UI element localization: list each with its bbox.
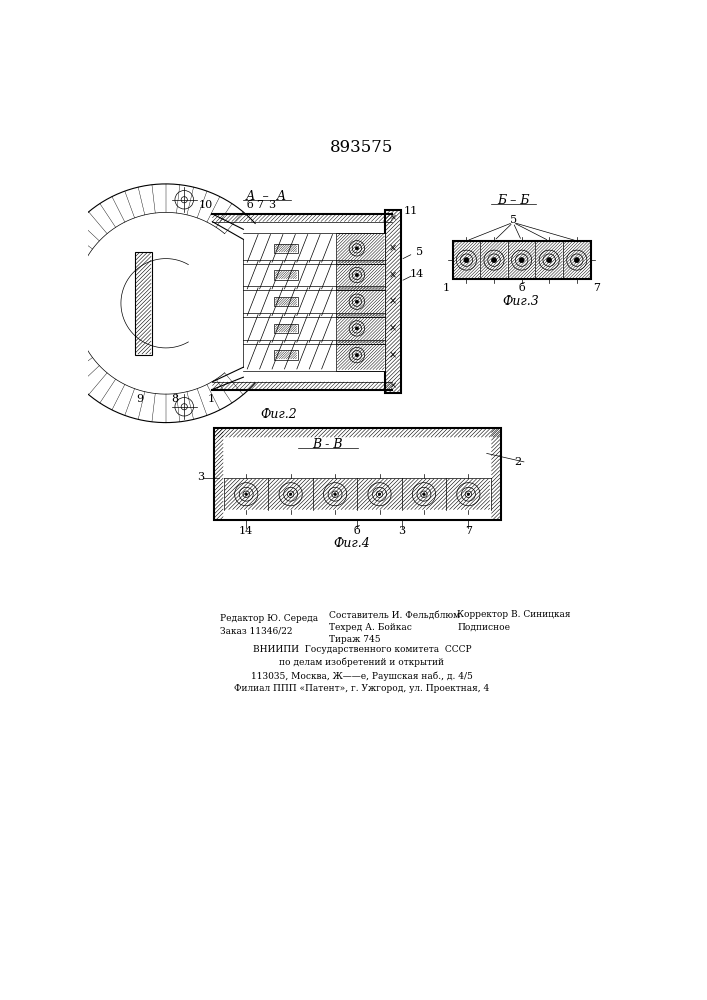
- Circle shape: [467, 493, 469, 495]
- Text: б: б: [518, 283, 525, 293]
- Bar: [337, 260, 385, 290]
- Text: Б – Б: Б – Б: [497, 194, 530, 207]
- Bar: [337, 286, 385, 317]
- Circle shape: [464, 258, 469, 263]
- Circle shape: [491, 258, 496, 263]
- Text: ×: ×: [390, 213, 397, 222]
- Text: ×: ×: [389, 297, 397, 307]
- Bar: [358, 479, 401, 510]
- Text: 2: 2: [514, 457, 521, 467]
- Text: 14: 14: [239, 526, 253, 536]
- Text: 3: 3: [197, 472, 204, 482]
- Circle shape: [378, 493, 380, 495]
- Text: 7: 7: [593, 283, 600, 293]
- Bar: [225, 479, 268, 510]
- Text: 7: 7: [465, 526, 472, 536]
- Text: 5: 5: [510, 215, 517, 225]
- Bar: [224, 438, 491, 478]
- Circle shape: [574, 258, 579, 263]
- Circle shape: [175, 191, 194, 209]
- Bar: [274, 244, 298, 253]
- Bar: [337, 340, 385, 371]
- Text: 1: 1: [207, 394, 214, 404]
- Text: ×: ×: [390, 381, 397, 390]
- Circle shape: [356, 327, 358, 330]
- Text: А  –  А: А – А: [246, 190, 287, 204]
- Text: ×: ×: [389, 350, 397, 360]
- Bar: [337, 313, 385, 344]
- Circle shape: [175, 398, 194, 416]
- Circle shape: [423, 493, 425, 495]
- Bar: [274, 324, 298, 333]
- Text: 9: 9: [136, 394, 144, 404]
- Circle shape: [547, 258, 551, 263]
- Text: ×: ×: [389, 323, 397, 333]
- Bar: [135, 252, 152, 355]
- Bar: [447, 479, 490, 510]
- Text: б: б: [354, 526, 361, 536]
- Text: 11: 11: [404, 206, 418, 216]
- Text: В - В: В - В: [312, 438, 342, 451]
- Text: ВНИИПИ  Государственного комитета  СССР
по делам изобретений и открытий
113035, : ВНИИПИ Государственного комитета СССР по…: [234, 645, 489, 693]
- Bar: [452, 241, 590, 279]
- Text: Фиг.4: Фиг.4: [334, 537, 370, 550]
- Circle shape: [356, 300, 358, 303]
- Circle shape: [356, 247, 358, 250]
- Text: 3: 3: [268, 200, 275, 210]
- Circle shape: [519, 258, 524, 263]
- Text: Фиг.3: Фиг.3: [503, 295, 539, 308]
- Text: 10: 10: [199, 200, 214, 210]
- Text: Фиг.2: Фиг.2: [260, 408, 297, 421]
- Text: ×: ×: [389, 270, 397, 280]
- Text: 14: 14: [410, 269, 424, 279]
- Circle shape: [245, 493, 247, 495]
- Bar: [269, 479, 312, 510]
- Bar: [337, 233, 385, 264]
- Circle shape: [289, 493, 292, 495]
- Bar: [274, 350, 298, 360]
- Bar: [385, 210, 401, 393]
- Circle shape: [356, 354, 358, 357]
- Text: ×: ×: [389, 243, 397, 253]
- Text: 3: 3: [398, 526, 405, 536]
- Text: 1: 1: [443, 283, 450, 293]
- Circle shape: [356, 273, 358, 277]
- Text: Корректор В. Синицкая
Подписное: Корректор В. Синицкая Подписное: [457, 610, 571, 632]
- Text: 5: 5: [416, 247, 423, 257]
- Circle shape: [334, 493, 337, 495]
- Text: Составитель И. Фельдблюм
Техред А. Бойкас
Тираж 745: Составитель И. Фельдблюм Техред А. Бойка…: [329, 610, 460, 644]
- Bar: [274, 297, 298, 306]
- Text: Редактор Ю. Середа
Заказ 11346/22: Редактор Ю. Середа Заказ 11346/22: [220, 614, 318, 636]
- Bar: [314, 479, 356, 510]
- Text: 7: 7: [256, 200, 263, 210]
- Text: 8: 8: [172, 394, 179, 404]
- Text: 893575: 893575: [330, 139, 394, 156]
- Text: б: б: [246, 200, 253, 210]
- Bar: [402, 479, 445, 510]
- Bar: [274, 270, 298, 280]
- Bar: [214, 428, 501, 520]
